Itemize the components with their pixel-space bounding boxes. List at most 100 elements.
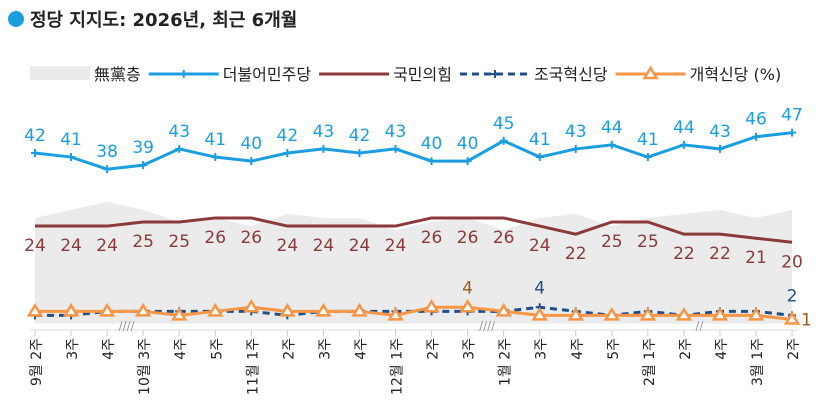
data-point (463, 157, 472, 166)
legend-item: 국민의힘 (319, 65, 452, 84)
data-label: 24 (385, 236, 407, 256)
data-point (351, 302, 368, 317)
data-point (26, 302, 44, 317)
data-label: 22 (709, 244, 731, 264)
data-point (639, 306, 657, 321)
data-label: 24 (60, 236, 82, 256)
axis-break-mark (479, 320, 484, 332)
data-label: 20 (781, 252, 803, 272)
data-point (315, 302, 332, 317)
x-tick-label: 4주 (570, 338, 586, 360)
data-label: 43 (709, 122, 731, 142)
axis-break-mark (118, 320, 123, 332)
data-label: 26 (493, 228, 515, 248)
data-point (139, 161, 148, 170)
x-tick-label: 2주 (426, 338, 442, 360)
x-tick-label: 3주 (65, 338, 81, 360)
axis-break-mark (699, 320, 704, 332)
x-tick-label: 12월 1주 (390, 338, 406, 395)
area-series-nonpartisan (35, 201, 793, 324)
data-point (603, 306, 621, 321)
data-point (752, 132, 760, 141)
axis-break-mark (483, 320, 488, 332)
data-label: 39 (132, 138, 154, 158)
legend-marker (642, 65, 659, 80)
data-point (207, 302, 224, 317)
data-label: 42 (349, 126, 371, 146)
data-label: 42 (24, 126, 46, 146)
series-line (35, 305, 793, 321)
data-label: 43 (313, 122, 335, 142)
data-point (31, 148, 39, 157)
data-label: 22 (565, 244, 587, 264)
data-point (247, 157, 256, 166)
data-point (495, 302, 512, 317)
series-0: 42 41 38 39 43 41 40 42 43 42 43 40 40 45 41 43 44 41 44 43… (24, 106, 803, 174)
x-tick-label: 4주 (101, 338, 117, 360)
data-label: 26 (457, 228, 479, 248)
series-3 (26, 298, 801, 325)
legend-item: 無黨층 (30, 65, 141, 84)
x-tick-label: 1월 2주 (498, 338, 514, 386)
data-point (103, 165, 112, 174)
legend-marker (490, 70, 499, 78)
data-label: 40 (240, 134, 262, 154)
data-point (567, 306, 584, 321)
x-tick-label: 10월 3주 (137, 338, 153, 395)
legend-label: 더불어민주당 (223, 65, 312, 84)
legend-label: 無黨층 (94, 65, 141, 84)
data-point (535, 153, 544, 162)
data-point (783, 311, 801, 325)
data-label: 25 (168, 232, 190, 252)
x-tick-label: 3주 (534, 338, 550, 360)
data-label: 47 (781, 106, 803, 126)
data-label: 44 (601, 118, 623, 138)
annotation-label: 4 (462, 278, 473, 298)
data-label: 43 (168, 122, 190, 142)
annotation-label: 4 (534, 278, 545, 298)
data-label: 25 (637, 232, 659, 252)
data-label: 26 (204, 228, 226, 248)
chart-title: 정당 지지도: 2026년, 최근 6개월 (8, 6, 297, 32)
x-tick-label: 4주 (714, 338, 730, 360)
series-line (34, 131, 793, 171)
data-label: 44 (673, 118, 695, 138)
x-tick-label: 5주 (209, 338, 225, 360)
data-point (715, 144, 724, 153)
data-point (279, 302, 296, 317)
axis-break-mark (122, 320, 127, 332)
legend-swatch (30, 66, 90, 80)
axis-break-mark (695, 320, 700, 332)
data-label: 40 (457, 134, 479, 154)
data-label: 40 (421, 134, 443, 154)
data-point (571, 144, 580, 153)
data-point (319, 144, 328, 153)
data-point (788, 128, 797, 137)
data-point (98, 302, 116, 317)
data-point (211, 153, 220, 162)
x-tick-label: 3월 1주 (750, 338, 766, 386)
data-point (62, 302, 80, 317)
data-point (459, 298, 476, 313)
data-label: 42 (277, 126, 299, 146)
legend-marker (179, 70, 188, 78)
data-point (675, 306, 693, 321)
x-tick-label: 4주 (353, 338, 369, 360)
data-point (175, 144, 184, 153)
data-point (243, 298, 260, 313)
data-label: 24 (529, 236, 551, 256)
data-label: 24 (349, 236, 371, 256)
data-label: 43 (385, 122, 407, 142)
axis-break-mark (126, 320, 131, 332)
legend-item: 더불어민주당 (148, 65, 312, 84)
legend-label: 개혁신당 (%) (690, 65, 782, 84)
data-point (283, 148, 292, 157)
series-line (35, 216, 793, 244)
axis-break-mark (491, 320, 496, 332)
data-point (607, 140, 616, 149)
legend-label: 조국혁신당 (534, 65, 608, 84)
data-label: 43 (565, 122, 587, 142)
data-point (711, 306, 729, 321)
data-label: 41 (529, 130, 551, 150)
annotation-label: 2 (787, 286, 798, 306)
